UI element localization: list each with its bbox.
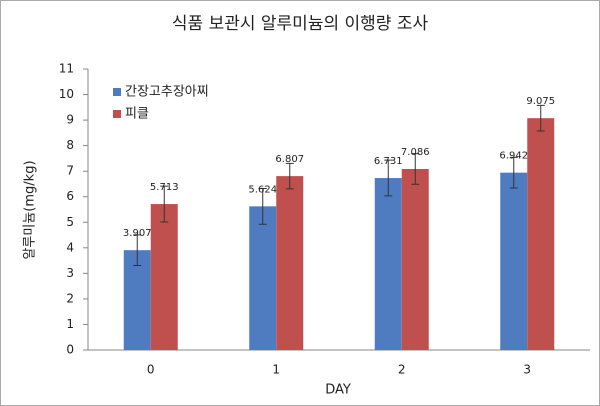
x-tick-label: 2 — [398, 363, 406, 377]
y-tick-label: 1 — [66, 317, 74, 331]
value-label: 3.907 — [123, 228, 152, 239]
y-tick-label: 8 — [66, 138, 74, 152]
x-tick-label: 1 — [272, 363, 280, 377]
y-tick-label: 6 — [66, 189, 74, 203]
value-label: 6.942 — [499, 151, 528, 162]
chart-title: 식품 보관시 알루미늄의 이행량 조사 — [172, 14, 429, 34]
x-axis-label: DAY — [325, 383, 351, 398]
legend-swatch — [113, 88, 121, 96]
bar — [401, 168, 429, 350]
bar — [276, 176, 304, 350]
y-tick-label: 10 — [59, 87, 74, 101]
bar — [150, 204, 178, 350]
error-bar — [133, 234, 142, 267]
y-axis-label: 알루미늄(mg/kg) — [23, 160, 38, 259]
error-bar — [509, 156, 518, 189]
y-tick-label: 3 — [66, 266, 74, 280]
bar — [374, 178, 402, 350]
value-label: 9.075 — [526, 96, 555, 107]
y-tick-label: 4 — [66, 240, 74, 254]
bar — [123, 250, 151, 350]
legend-label: 간장고추장아찌 — [125, 85, 209, 100]
y-tick-label: 2 — [66, 291, 74, 305]
error-bar — [258, 187, 267, 225]
error-bar — [536, 104, 545, 132]
error-bar — [285, 162, 294, 190]
y-tick-label: 11 — [59, 62, 74, 76]
value-label: 7.086 — [401, 147, 430, 158]
legend-label: 피클 — [125, 107, 149, 122]
y-tick-label: 5 — [66, 215, 74, 229]
value-label: 5.713 — [150, 182, 179, 193]
legend-swatch — [113, 110, 121, 118]
x-tick-label: 0 — [147, 363, 155, 377]
value-label: 6.807 — [275, 154, 304, 165]
error-bar — [384, 159, 393, 197]
y-tick-label: 7 — [66, 164, 74, 178]
y-tick-label: 9 — [66, 113, 74, 127]
error-bar — [411, 153, 420, 185]
value-label: 5.624 — [248, 184, 277, 195]
bar — [527, 118, 555, 350]
x-tick-label: 3 — [523, 363, 531, 377]
bar — [249, 206, 277, 350]
y-tick-label: 0 — [66, 343, 74, 357]
error-bar — [160, 185, 169, 223]
value-label: 6.731 — [374, 156, 403, 167]
bar — [500, 172, 528, 350]
